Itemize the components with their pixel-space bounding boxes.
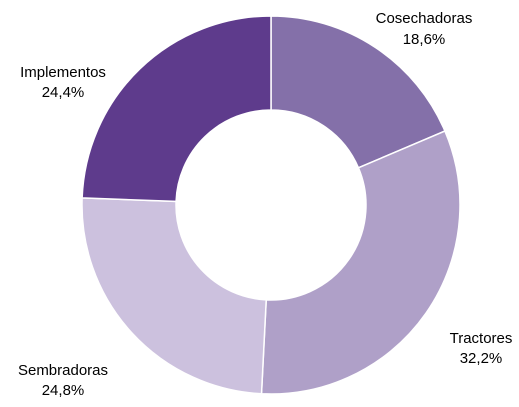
slice-tractores <box>260 130 461 395</box>
slice-value-tractores: 32,2% <box>460 350 503 367</box>
slices-layer <box>81 15 461 395</box>
slice-label-implementos: Implementos <box>20 64 106 81</box>
slice-sembradoras <box>81 197 268 395</box>
slice-value-cosechadoras: 18,6% <box>403 31 446 48</box>
slice-label-sembradoras: Sembradoras <box>18 362 108 379</box>
slice-cosechadoras <box>270 15 446 169</box>
slice-value-sembradoras: 24,8% <box>42 382 85 399</box>
slice-value-implementos: 24,4% <box>42 84 85 101</box>
slice-label-tractores: Tractores <box>450 330 513 347</box>
slice-label-cosechadoras: Cosechadoras <box>376 10 473 27</box>
slice-implementos <box>81 15 272 203</box>
labels-layer: Cosechadoras 18,6% Tractores 32,2% Sembr… <box>18 10 512 399</box>
